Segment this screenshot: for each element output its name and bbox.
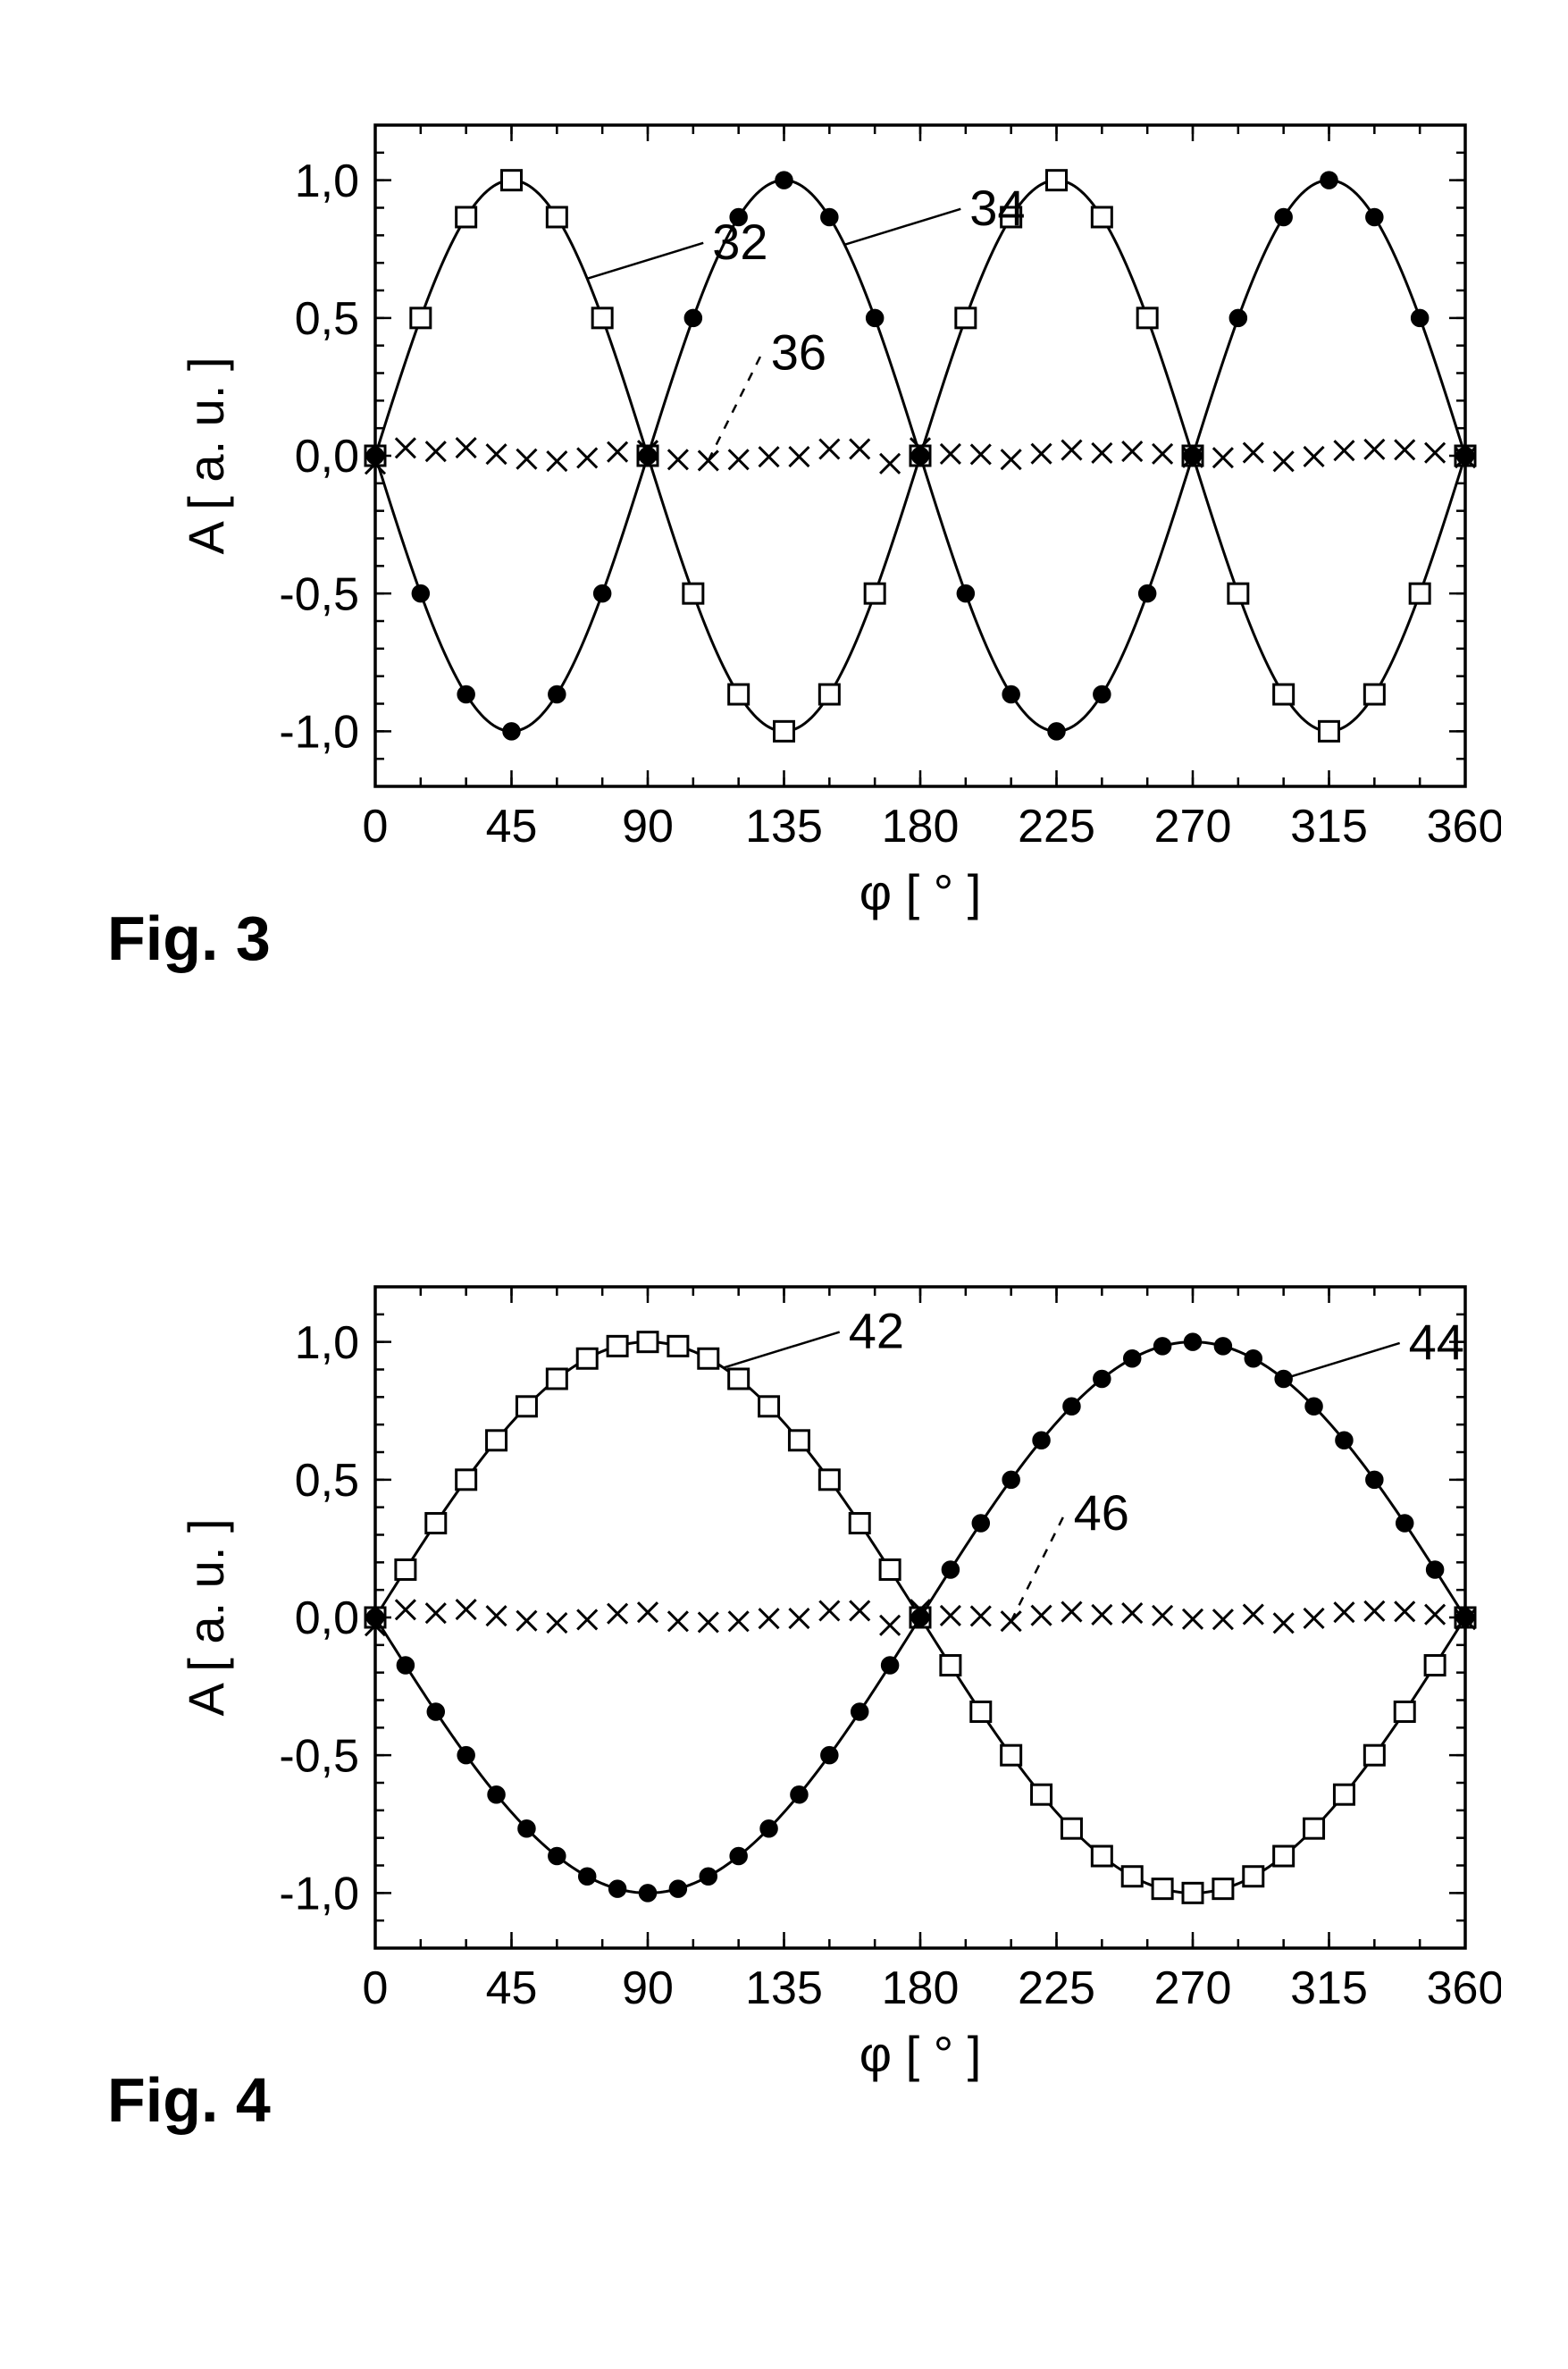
x-tick-label: 90 [622,801,674,853]
fig4-caption: Fig. 4 [107,2064,271,2136]
x-tick-label: 0 [363,1962,389,2014]
y-tick-label: 0,5 [295,1455,359,1507]
x-tick-label: 90 [622,1962,674,2014]
fig3-caption: Fig. 3 [107,903,271,974]
y-axis-label: A [ a. u. ] [178,357,234,554]
x-tick-label: 360 [1427,801,1501,853]
callout-label-42: 42 [849,1303,904,1359]
x-tick-label: 0 [363,801,389,853]
y-axis-label: A [ a. u. ] [178,1518,234,1716]
fig3-chart: 0 45 90 135 180 225 270 315 360 φ [ ° ] -1,0 -0,5 0,… [107,107,1501,1001]
y-tick-label: -0,5 [279,1730,359,1782]
x-tick-label: 180 [882,801,960,853]
fig3-block: 0 45 90 135 180 225 270 315 360 φ [ ° ] -1,0 -0,5 0,… [107,107,1501,1001]
x-tick-label: 360 [1427,1962,1501,2014]
y-tick-label: -1,0 [279,707,359,759]
x-axis-label: φ [ ° ] [859,2026,982,2082]
x-tick-label: 315 [1290,1962,1368,2014]
x-tick-label: 135 [745,801,823,853]
x-tick-label: 45 [486,801,538,853]
fig4-block: 0 45 90 135 180 225 270 315 360 φ [ ° ] -1,0 -0,5 0,… [107,1269,1501,2163]
y-tick-label: 0,0 [295,1592,359,1644]
x-tick-label: 135 [745,1962,823,2014]
callout-label-44: 44 [1409,1314,1464,1370]
y-tick-label: -0,5 [279,568,359,620]
callout-label-34: 34 [969,180,1025,236]
callout-label-46: 46 [1074,1484,1129,1541]
y-tick-label: 1,0 [295,1317,359,1369]
x-tick-label: 315 [1290,801,1368,853]
x-tick-label: 180 [882,1962,960,2014]
x-axis-label: φ [ ° ] [859,864,982,920]
y-tick-label: 0,0 [295,431,359,483]
callout-label-36: 36 [771,323,826,380]
x-tick-label: 270 [1154,801,1232,853]
x-tick-label: 45 [486,1962,538,2014]
x-tick-label: 270 [1154,1962,1232,2014]
y-tick-label: 0,5 [295,293,359,345]
page: { "fig3": { "type": "line", "fig_label":… [0,0,1568,2369]
y-tick-label: 1,0 [295,155,359,207]
x-tick-label: 225 [1018,1962,1095,2014]
y-tick-label: -1,0 [279,1869,359,1920]
x-tick-label: 225 [1018,801,1095,853]
fig4-chart: 0 45 90 135 180 225 270 315 360 φ [ ° ] -1,0 -0,5 0,… [107,1269,1501,2163]
